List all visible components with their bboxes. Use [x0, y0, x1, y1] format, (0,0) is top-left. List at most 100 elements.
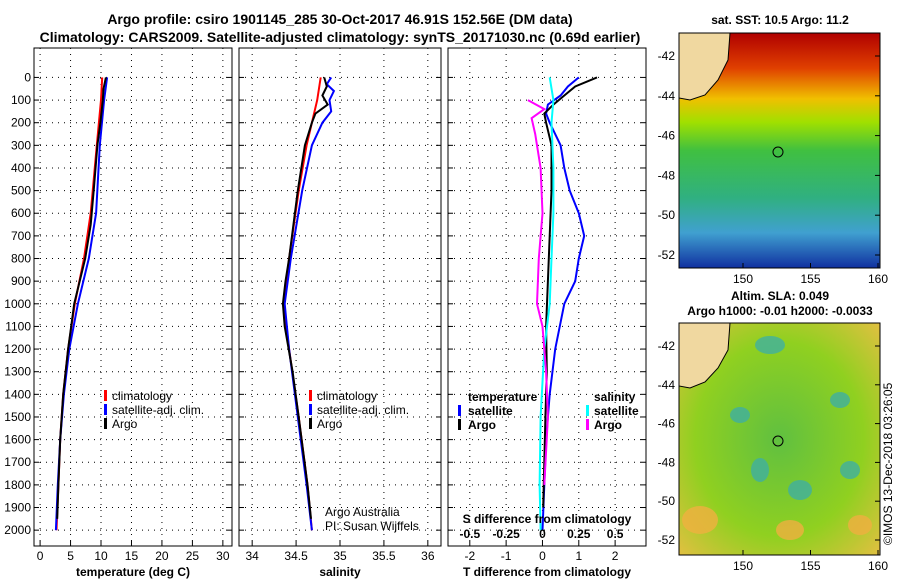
legend-swatch: [458, 419, 461, 430]
legend-label: Argo: [317, 417, 343, 431]
legend-swatch: [104, 390, 107, 401]
y-tick-label: 1200: [4, 342, 31, 356]
lat-tick-label: -42: [658, 339, 676, 353]
y-tick-label: 1500: [4, 410, 31, 424]
lat-tick-label: -48: [658, 455, 676, 469]
y-tick-label: 700: [11, 229, 31, 243]
plot-frame: [33, 47, 233, 547]
y-tick-label: 300: [11, 138, 31, 152]
tasmania-land: [678, 32, 731, 101]
tasmania-land: [678, 322, 731, 389]
y-tick-label: 400: [11, 161, 31, 175]
x2-tick-label: 0: [539, 527, 546, 541]
sst-map-frame: [678, 32, 881, 269]
series-line-argo: [281, 77, 330, 519]
x-tick-label: 36: [421, 549, 435, 563]
x-tick-label: 10: [94, 549, 108, 563]
series-line-s-argo: [527, 99, 549, 485]
annotation-text: PI: Susan Wijffels: [325, 519, 419, 533]
lon-tick-label: 155: [800, 272, 820, 286]
legend-label: satellite-adj. clim.: [112, 403, 204, 417]
y-tick-label: 500: [11, 184, 31, 198]
x-tick-label: 1: [575, 549, 582, 563]
legend-label: climatology: [112, 389, 172, 403]
legend-label: satellite-adj. clim.: [317, 403, 409, 417]
salinity-panel: 34 34.5 35 35.5 36 salinity climatologysatelli…: [238, 47, 442, 579]
x-tick-label: 34: [245, 549, 259, 563]
lon-tick-label: 155: [800, 559, 820, 573]
legend-title-salinity: salinity: [594, 390, 636, 404]
legend-label: satellite: [468, 404, 513, 418]
y-tick-label: 2000: [4, 523, 31, 537]
y-tick-label: 200: [11, 116, 31, 130]
x2-tick-label: -0.25: [492, 527, 520, 541]
temperature-panel: 0100200300400500600700800900100011001200…: [4, 47, 233, 579]
sst-map-title: sat. SST: 10.5 Argo: 11.2: [711, 13, 849, 27]
lat-tick-label: -46: [658, 417, 676, 431]
title-line-2: Climatology: CARS2009. Satellite-adjuste…: [40, 29, 641, 45]
y-tick-label: 600: [11, 206, 31, 220]
lon-tick-label: 160: [868, 272, 888, 286]
x2-tick-label: 0.25: [567, 527, 591, 541]
argo-location-marker: [772, 435, 784, 447]
legend-title-temperature: temperature: [468, 390, 538, 404]
x-tick-label: 35.5: [372, 549, 396, 563]
y-tick-label: 900: [11, 274, 31, 288]
legend-label: Argo: [594, 418, 622, 432]
series-line-satellite-adj-clim-: [54, 77, 109, 531]
x-tick-label: 20: [155, 549, 169, 563]
x-tick-label: -2: [464, 549, 475, 563]
y-tick-label: 1100: [5, 319, 31, 333]
legend-swatch: [309, 418, 312, 429]
lat-tick-label: -42: [658, 49, 676, 63]
x-tick-label: 5: [67, 549, 74, 563]
x-axis-label: salinity: [319, 565, 361, 579]
plot-frame: [447, 47, 647, 547]
y-tick-label: 1700: [4, 455, 31, 469]
x-tick-label: 0: [37, 549, 44, 563]
lat-tick-label: -50: [658, 208, 676, 222]
legend-label: climatology: [317, 389, 377, 403]
legend-swatch: [458, 405, 461, 416]
series-line-argo: [56, 77, 107, 519]
legend-swatch: [586, 419, 589, 430]
sla-map: Altim. SLA: 0.049 Argo h1000: -0.01 h200…: [658, 289, 889, 573]
legend-label: Argo: [468, 418, 496, 432]
annotation-text: Argo Australia: [325, 505, 400, 519]
lat-tick-label: -48: [658, 168, 676, 182]
title-line-1: Argo profile: csiro 1901145_285 30-Oct-2…: [107, 11, 572, 27]
x-tick-label: 25: [186, 549, 200, 563]
x-tick-label: 34.5: [284, 549, 308, 563]
y-tick-label: 1900: [4, 501, 31, 515]
x-tick-label: 30: [216, 549, 230, 563]
credit-text: ©IMOS 13-Dec-2018 03:26:05: [881, 382, 895, 545]
x-tick-label: 2: [612, 549, 619, 563]
x-tick-label: 35: [333, 549, 347, 563]
lat-tick-label: -46: [658, 129, 676, 143]
sla-map-title: Altim. SLA: 0.049: [731, 289, 829, 303]
y-tick-label: 100: [11, 93, 31, 107]
x-tick-label: -1: [501, 549, 512, 563]
series-line-climatology: [282, 77, 322, 531]
y-tick-label: 1400: [4, 387, 31, 401]
y-tick-label: 1800: [4, 478, 31, 492]
lat-tick-label: -44: [658, 89, 676, 103]
series-line-t-argo: [542, 76, 598, 508]
x-tick-label: 0: [539, 549, 546, 563]
x2-tick-label: 0.5: [607, 527, 624, 541]
y-tick-label: 1300: [4, 365, 31, 379]
sla-map-frame: [678, 322, 881, 556]
x-axis-label: T difference from climatology: [463, 565, 631, 579]
argo-location-marker: [772, 146, 784, 158]
lat-tick-label: -52: [658, 533, 676, 547]
legend-swatch: [586, 405, 589, 416]
x-axis-label: temperature (deg C): [76, 565, 190, 579]
y-tick-label: 1000: [4, 297, 31, 311]
lon-tick-label: 150: [733, 272, 753, 286]
series-line-climatology: [55, 77, 104, 531]
x2-tick-label: -0.5: [459, 527, 480, 541]
series-line-t-satellite: [541, 76, 586, 531]
legend-swatch: [104, 404, 107, 415]
lat-tick-label: -50: [658, 494, 676, 508]
